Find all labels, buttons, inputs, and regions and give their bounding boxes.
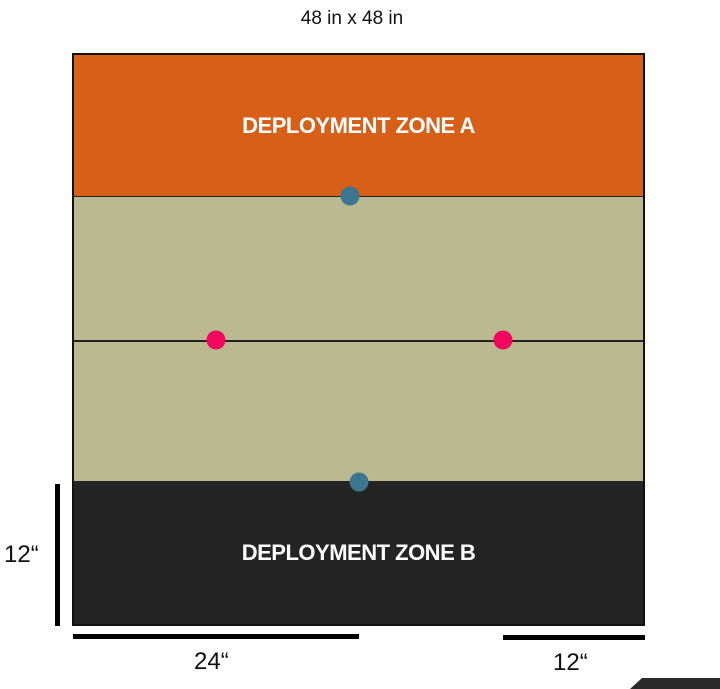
deployment-zone-b: DEPLOYMENT ZONE B [74, 481, 643, 624]
deployment-zone-b-label: DEPLOYMENT ZONE B [241, 539, 476, 565]
objective-marker-right[interactable] [493, 330, 513, 350]
objective-marker-bottom[interactable] [349, 472, 369, 492]
game-board: DEPLOYMENT ZONE A DEPLOYMENT ZONE B [72, 53, 645, 626]
horizontal-measure-bar-right [503, 635, 645, 640]
corner-decoration [630, 678, 720, 689]
objective-marker-top[interactable] [340, 186, 360, 206]
deployment-zone-a-label: DEPLOYMENT ZONE A [242, 112, 475, 138]
objective-marker-left[interactable] [206, 330, 226, 350]
vertical-measure-label: 12“ [4, 541, 39, 568]
board-midline [74, 340, 643, 342]
board-size-title: 48 in x 48 in [300, 8, 404, 29]
horizontal-measure-label-left: 24“ [194, 648, 229, 675]
vertical-measure-bar [55, 484, 60, 626]
horizontal-measure-label-right: 12“ [553, 649, 588, 676]
horizontal-measure-bar-left [73, 634, 359, 639]
deployment-zone-a: DEPLOYMENT ZONE A [74, 55, 643, 197]
